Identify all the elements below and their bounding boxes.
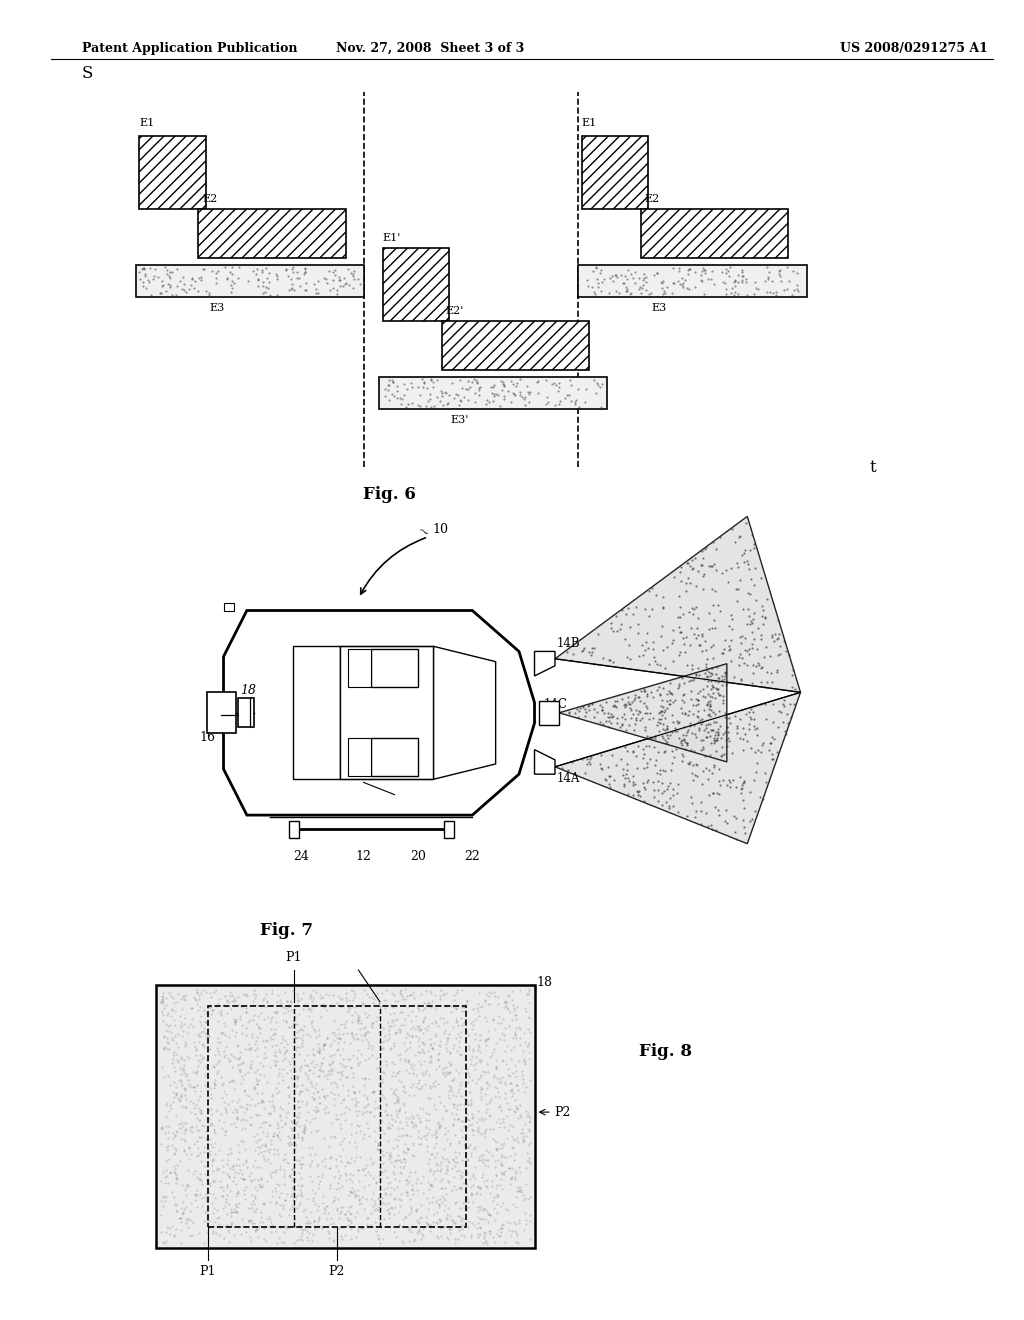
Text: 12: 12 xyxy=(355,850,372,863)
Polygon shape xyxy=(223,610,535,814)
Bar xyxy=(238,698,254,727)
Polygon shape xyxy=(372,649,418,688)
Polygon shape xyxy=(348,738,372,776)
Text: Patent Application Publication: Patent Application Publication xyxy=(82,42,297,55)
Polygon shape xyxy=(559,664,727,762)
Polygon shape xyxy=(294,647,340,779)
Text: 18: 18 xyxy=(537,977,553,989)
Text: 14B: 14B xyxy=(557,638,581,651)
Bar xyxy=(444,821,455,838)
Bar xyxy=(208,1006,466,1226)
Text: 14A: 14A xyxy=(557,772,581,785)
Bar xyxy=(157,985,535,1247)
Text: US 2008/0291275 A1: US 2008/0291275 A1 xyxy=(840,42,987,55)
Text: 24: 24 xyxy=(294,850,309,863)
Bar xyxy=(135,265,365,297)
Bar xyxy=(139,136,206,209)
Text: ~: ~ xyxy=(414,524,431,543)
Text: Fig. 6: Fig. 6 xyxy=(362,486,416,503)
Text: E2: E2 xyxy=(202,194,217,203)
Text: E2: E2 xyxy=(644,194,659,203)
Text: E2': E2' xyxy=(445,306,464,315)
Text: 22: 22 xyxy=(465,850,480,863)
Text: E3: E3 xyxy=(651,304,667,313)
Polygon shape xyxy=(433,647,496,779)
Text: t: t xyxy=(869,458,876,475)
Polygon shape xyxy=(348,649,372,688)
Text: Fig. 7: Fig. 7 xyxy=(260,921,313,939)
Text: 18: 18 xyxy=(240,684,256,697)
Bar xyxy=(539,701,559,725)
Polygon shape xyxy=(535,652,555,676)
Polygon shape xyxy=(372,738,418,776)
Text: E1: E1 xyxy=(139,119,155,128)
Polygon shape xyxy=(555,692,801,843)
Text: P1: P1 xyxy=(286,950,302,964)
Bar xyxy=(582,136,648,209)
Text: Nov. 27, 2008  Sheet 3 of 3: Nov. 27, 2008 Sheet 3 of 3 xyxy=(336,42,524,55)
Text: E3: E3 xyxy=(209,304,224,313)
Text: S: S xyxy=(82,65,93,82)
Bar xyxy=(207,692,236,734)
Text: E1: E1 xyxy=(582,119,597,128)
Text: P1: P1 xyxy=(200,1265,216,1278)
Bar xyxy=(578,265,807,297)
Text: 16: 16 xyxy=(199,731,215,744)
Text: E3': E3' xyxy=(451,416,469,425)
Text: P2: P2 xyxy=(329,1265,345,1278)
Text: 14C: 14C xyxy=(544,698,567,711)
Text: E1': E1' xyxy=(383,232,401,243)
Bar xyxy=(289,821,299,838)
Polygon shape xyxy=(555,516,801,692)
Bar xyxy=(199,209,346,257)
Text: Fig. 8: Fig. 8 xyxy=(639,1043,692,1060)
Text: P2: P2 xyxy=(554,1106,570,1118)
Bar xyxy=(379,378,607,409)
Text: 10: 10 xyxy=(432,523,449,536)
Bar xyxy=(223,603,233,610)
Bar xyxy=(441,321,589,370)
Bar xyxy=(383,248,449,321)
Bar xyxy=(641,209,788,257)
Polygon shape xyxy=(535,750,555,774)
Text: 20: 20 xyxy=(411,850,426,863)
Polygon shape xyxy=(340,647,433,779)
